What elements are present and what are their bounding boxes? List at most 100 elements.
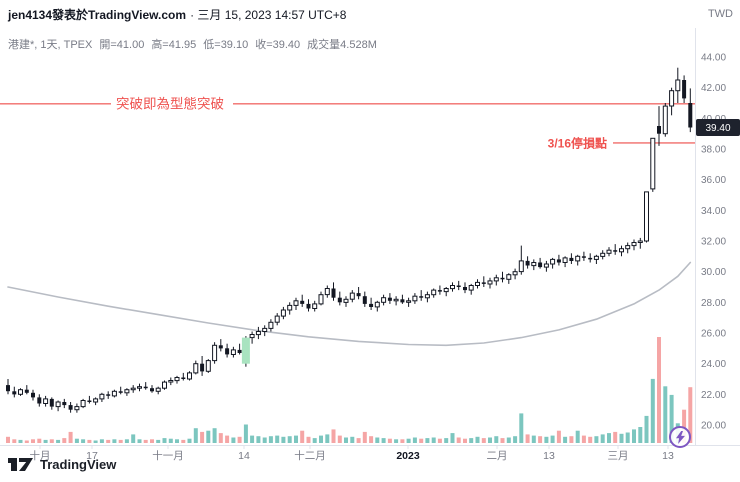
volume-bar: [49, 439, 54, 443]
volume-bar: [112, 439, 117, 443]
volume-bar: [24, 440, 29, 443]
volume-bar: [463, 438, 467, 443]
candle-up: [324, 288, 330, 296]
volume-bar: [124, 439, 129, 443]
candle-down: [87, 400, 92, 402]
candle-up: [249, 334, 255, 339]
volume-bar: [162, 438, 167, 443]
volume-bar: [256, 436, 261, 443]
candle-up: [168, 380, 174, 383]
volume-bar: [456, 437, 461, 443]
candle-down: [419, 296, 424, 298]
volume-bar: [437, 438, 442, 443]
candle-down: [24, 389, 29, 393]
candle-up: [543, 263, 549, 268]
candle-down: [657, 126, 661, 134]
ohlc-open: 開=41.00: [99, 39, 145, 51]
volume-bar: [306, 436, 311, 443]
lightning-icon: [675, 430, 685, 444]
candle-up: [650, 137, 656, 190]
price-axis-label: 34.00: [701, 206, 726, 217]
volume-bar: [218, 433, 223, 443]
candle-down: [237, 349, 242, 353]
volume-bar: [550, 435, 555, 443]
candle-up: [381, 297, 387, 303]
tradingview-logo[interactable]: TradingView: [8, 457, 116, 472]
volume-bar: [400, 439, 405, 443]
candle-up: [468, 285, 474, 291]
volume-bar: [137, 439, 142, 443]
price-axis-label: 44.00: [701, 53, 726, 64]
candle-down: [218, 345, 223, 349]
candle-down: [68, 405, 73, 410]
candle-down: [569, 257, 574, 261]
brand-text: TradingView: [40, 457, 117, 472]
candle-down: [556, 259, 561, 263]
volume-bar: [118, 439, 123, 443]
candle-down: [337, 297, 342, 303]
time-axis-label: 十一月: [152, 449, 184, 462]
candle-up: [644, 191, 649, 242]
volume-bar: [99, 439, 104, 443]
candle-up: [187, 372, 192, 380]
price-axis-label: 30.00: [701, 267, 726, 278]
highlighted-candle: [241, 337, 250, 364]
volume-bar: [268, 436, 273, 443]
candle-down: [300, 300, 305, 304]
volume-bar: [319, 435, 323, 443]
flash-marker[interactable]: [669, 426, 691, 448]
candle-down: [306, 303, 311, 309]
candle-down: [538, 262, 543, 268]
volume-bar: [500, 438, 505, 443]
price-axis-label: 24.00: [701, 359, 726, 370]
time-axis-label: 三月: [608, 450, 629, 462]
candle-up: [93, 398, 99, 403]
candle-up: [137, 386, 142, 389]
candle-up: [349, 292, 355, 300]
volume-bar: [594, 436, 599, 443]
candle-up: [431, 289, 437, 296]
candle-down: [463, 287, 467, 291]
volume-bar: [206, 430, 211, 443]
volume-bar: [569, 436, 574, 443]
time-axis-label: 十月: [30, 449, 51, 462]
candle-up: [424, 294, 430, 299]
candle-down: [150, 388, 154, 392]
publish-timestamp: · 三月 15, 2023 14:57 UTC+8: [190, 8, 347, 22]
volume-readout: 成交量4.528M: [307, 39, 377, 51]
volume-bar: [531, 435, 536, 443]
volume-bar: [81, 439, 86, 443]
volume-bar: [406, 438, 411, 443]
time-axis-label: 二月: [487, 450, 508, 462]
volume-bar: [187, 438, 192, 443]
author-attribution: jen4134發表於TradingView.com: [8, 8, 187, 22]
candle-up: [443, 288, 449, 293]
volume-bar: [688, 387, 693, 443]
volume-bar: [68, 431, 73, 443]
candle-up: [212, 344, 218, 362]
candle-up: [575, 255, 581, 262]
volume-bar: [87, 439, 92, 443]
time-axis-label: 17: [86, 450, 98, 462]
candle-down: [400, 299, 405, 303]
volume-bar: [6, 436, 10, 443]
candle-up: [512, 271, 518, 276]
candle-up: [669, 90, 675, 107]
volume-bar: [638, 427, 643, 443]
candle-up: [74, 406, 80, 411]
volume-bar: [563, 436, 568, 443]
volume-bar: [181, 439, 186, 443]
volume-bar: [37, 438, 42, 443]
volume-bar: [225, 435, 230, 443]
breakout-label: 突破即為型態突破: [116, 96, 224, 111]
candle-up: [55, 401, 61, 408]
volume-bar: [581, 435, 586, 443]
volume-bar: [588, 436, 593, 443]
candle-down: [456, 285, 461, 287]
candle-up: [600, 252, 606, 257]
price-axis-label: 22.00: [701, 390, 726, 401]
volume-bar: [250, 435, 255, 443]
breakout-label-bg: [111, 94, 233, 114]
candle-up: [124, 389, 130, 394]
candle-down: [118, 391, 123, 393]
